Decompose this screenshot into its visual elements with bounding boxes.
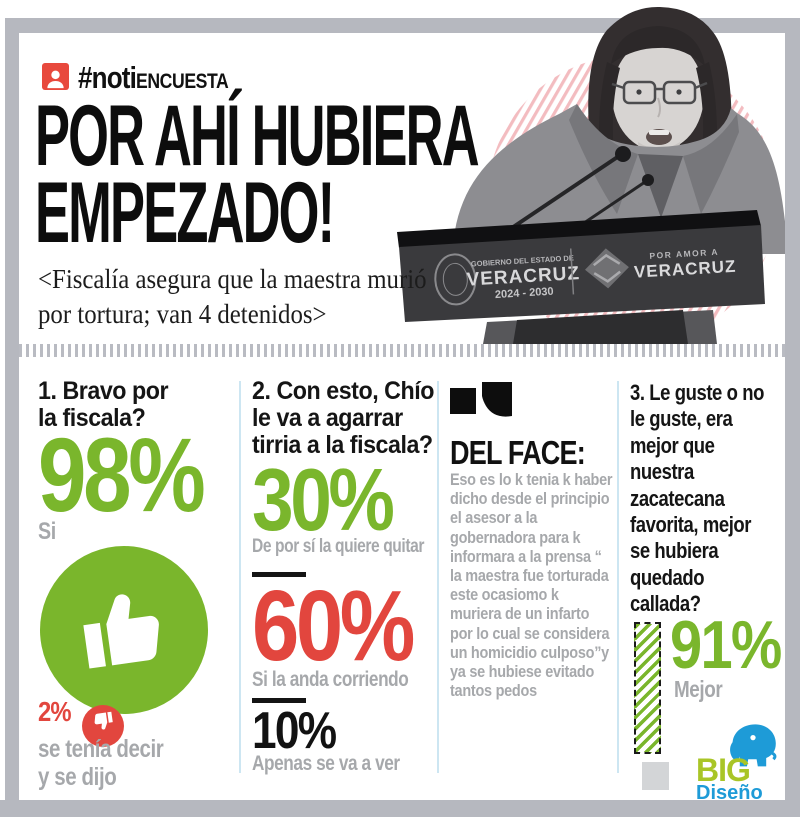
glasses-icon (611, 80, 708, 105)
minor-result: 2% (38, 696, 125, 747)
result-91-pct: 91% (670, 607, 782, 683)
result-10-pct: 10% (252, 702, 337, 760)
elephant-icon (730, 724, 777, 767)
subtitle: <Fiscalía asegura que la maestra murió p… (38, 262, 427, 332)
podium: GOBIERNO DEL ESTADO DE VERACRUZ 2024 - 2… (397, 210, 765, 344)
result-30-label: De por sí la quiere quitar (252, 536, 425, 557)
subtitle-line1: <Fiscalía asegura que la maestra murió (38, 264, 427, 294)
headline-line1: POR AHÍ HUBIERA (35, 88, 480, 184)
veracruz-shield-icon (434, 253, 477, 306)
rule (252, 698, 306, 703)
brand-hash: #noti (78, 60, 137, 95)
bar-base (642, 762, 669, 790)
logo-big-text: BIG (696, 752, 751, 788)
microphone-icon (615, 146, 631, 162)
column-divider (239, 381, 241, 773)
thumbs-down-badge (82, 705, 125, 747)
brand-title: #notiENCUESTA (78, 60, 229, 96)
column-divider (437, 381, 439, 773)
rule (252, 572, 306, 577)
logo-diseno-text: Diseño (696, 782, 763, 804)
veracruz-diamond-icon (584, 248, 629, 289)
result-10-label: Apenas se va a ver (252, 752, 400, 775)
frame-right (785, 18, 800, 817)
podium-gov-years: 2024 - 2030 (495, 286, 554, 301)
dashed-separator (19, 344, 785, 357)
brand-rest: ENCUESTA (136, 70, 229, 93)
result-91-label: Mejor (674, 676, 723, 702)
result-98-label: Si (38, 518, 56, 545)
microphone-icon (642, 174, 654, 186)
result-2-pct: 2% (38, 696, 72, 727)
frame-left (5, 18, 19, 800)
thumbs-up-badge (40, 546, 208, 714)
frame-bottom (0, 800, 800, 817)
question-1-text: 1. Bravo por la fiscala? (38, 377, 169, 432)
column-divider (617, 381, 619, 773)
face-body: Eso es lo k tenia k haber dicho desde el… (450, 470, 613, 701)
face-title: DEL FACE: (450, 434, 586, 471)
question-3-text: 3. Le guste o no le guste, era mejor que… (630, 380, 764, 617)
page-title: POR AHÍ HUBIERA EMPEZADO! (35, 88, 761, 262)
result-91-bar (634, 622, 661, 754)
result-60-label: Si la anda corriendo (252, 668, 409, 691)
thumbs-down-icon (95, 711, 114, 730)
minor-result-label: se tenía decir y se dijo (38, 735, 164, 791)
person-icon (42, 63, 69, 90)
podium-motto-small: POR AMOR A (649, 247, 719, 261)
result-98-pct: 98% (38, 417, 206, 534)
person-icon-glyph (47, 70, 64, 89)
result-30-pct: 30% (252, 450, 395, 549)
quote-icon (450, 382, 512, 417)
press-photo: GOBIERNO DEL ESTADO DE VERACRUZ 2024 - 2… (395, 2, 787, 345)
frame-top (5, 18, 800, 33)
big-diseno-logo: BIG Diseño (696, 722, 784, 804)
subtitle-line2: por tortura; van 4 detenidos> (38, 299, 327, 330)
press-photo-illustration: GOBIERNO DEL ESTADO DE VERACRUZ 2024 - 2… (397, 6, 787, 345)
question-2-text: 2. Con esto, Chío le va a agarrar tirria… (252, 377, 434, 459)
thumbs-up-icon (83, 594, 159, 669)
headline-line2: EMPEZADO! (35, 165, 335, 262)
result-60-pct: 60% (252, 570, 415, 682)
